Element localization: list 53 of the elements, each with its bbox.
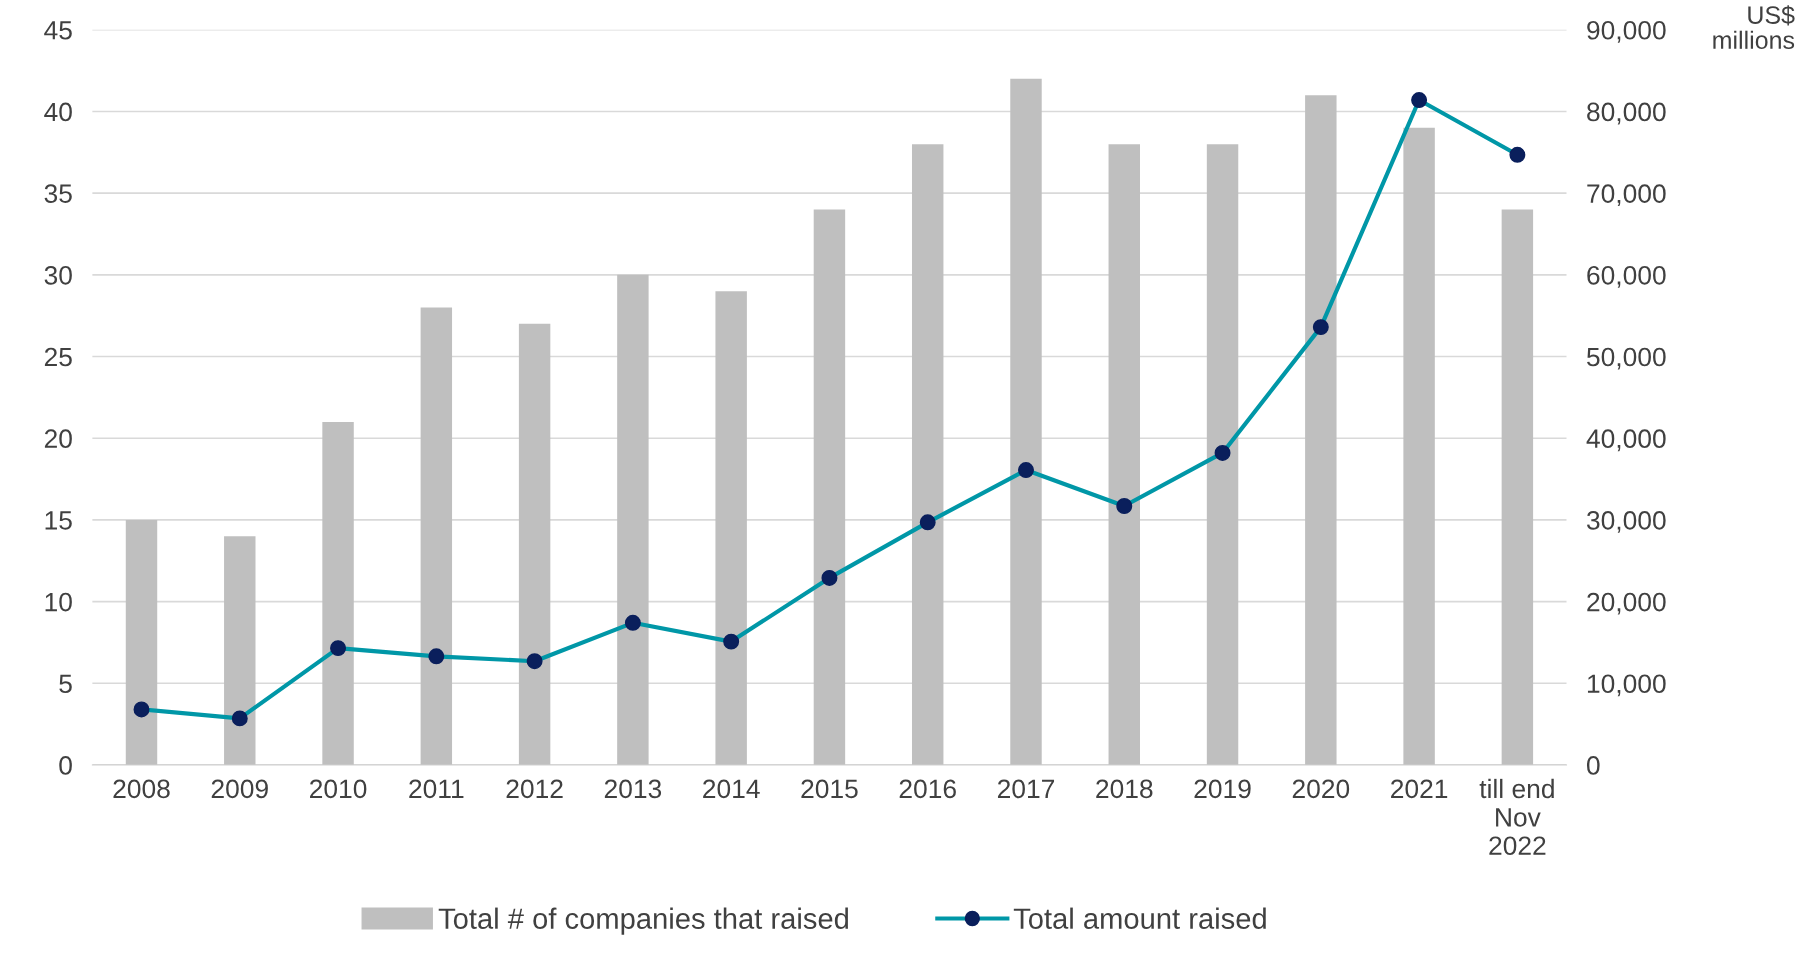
y-tick-label: 15: [45, 511, 72, 530]
y2-tick-label: 20,000: [1587, 592, 1666, 615]
x-tick-label: 2013: [604, 779, 662, 799]
x-tick-label: 2012: [506, 779, 563, 799]
y-tick-label: 0: [59, 756, 72, 775]
y-tick-label: 25: [44, 347, 72, 367]
bar: [813, 209, 846, 765]
x-tick-label: 2009: [211, 779, 268, 799]
bar: [617, 274, 649, 765]
y-tick-label: 35: [44, 184, 72, 203]
y-tick-label: 20: [44, 429, 72, 449]
bar: [1206, 144, 1239, 765]
x-tick-label: 2020: [1292, 779, 1350, 799]
y2-tick-label: 0: [1586, 756, 1600, 775]
bar: [420, 307, 453, 765]
bar: [125, 519, 158, 765]
x-tick-label: 2019: [1194, 779, 1251, 799]
x-tick-label: 2018: [1096, 779, 1153, 799]
y2-tick-label: 50,000: [1587, 347, 1666, 370]
bar: [1305, 95, 1337, 765]
legend-label: Total amount raised: [1013, 907, 1266, 929]
y-tick-label: 5: [59, 674, 72, 694]
y2-tick-label: 70,000: [1587, 184, 1666, 207]
bar: [911, 144, 944, 765]
bar: [1108, 144, 1140, 765]
bar: [224, 536, 256, 765]
bar: [1010, 78, 1042, 765]
y2-tick-label: 90,000: [1587, 20, 1666, 43]
y2-tick-label: 60,000: [1587, 265, 1666, 288]
y2-tick-label: 80,000: [1587, 102, 1666, 125]
y-tick-label: 30: [44, 265, 72, 285]
y-tick-label: 10: [45, 592, 72, 612]
x-tick-label: 2016: [899, 779, 956, 799]
bar: [715, 291, 747, 765]
bar: [1403, 127, 1435, 765]
x-tick-label: 2015: [801, 779, 858, 799]
y-tick-label: 45: [44, 21, 72, 40]
legend-label: Total # of companies that raised: [438, 907, 848, 935]
bar: [322, 421, 354, 765]
x-tick-label: 2008: [113, 779, 170, 799]
x-tick-label: 2017: [997, 779, 1055, 799]
x-tick-label: 2011: [409, 779, 464, 799]
bar: [1501, 209, 1534, 765]
x-tick-label: 2014: [703, 779, 760, 799]
x-tick-label: 2010: [310, 779, 367, 799]
y2-tick-label: 30,000: [1586, 511, 1666, 533]
x-tick-label: 2021: [1391, 779, 1448, 799]
x-tick-label: till end Nov 2022: [1479, 778, 1554, 856]
bar: [518, 323, 551, 765]
y2-axis-title: US$ millions: [1713, 5, 1795, 50]
y-tick-label: 40: [44, 102, 72, 122]
y2-tick-label: 40,000: [1586, 429, 1666, 452]
y2-tick-label: 10,000: [1587, 674, 1666, 697]
